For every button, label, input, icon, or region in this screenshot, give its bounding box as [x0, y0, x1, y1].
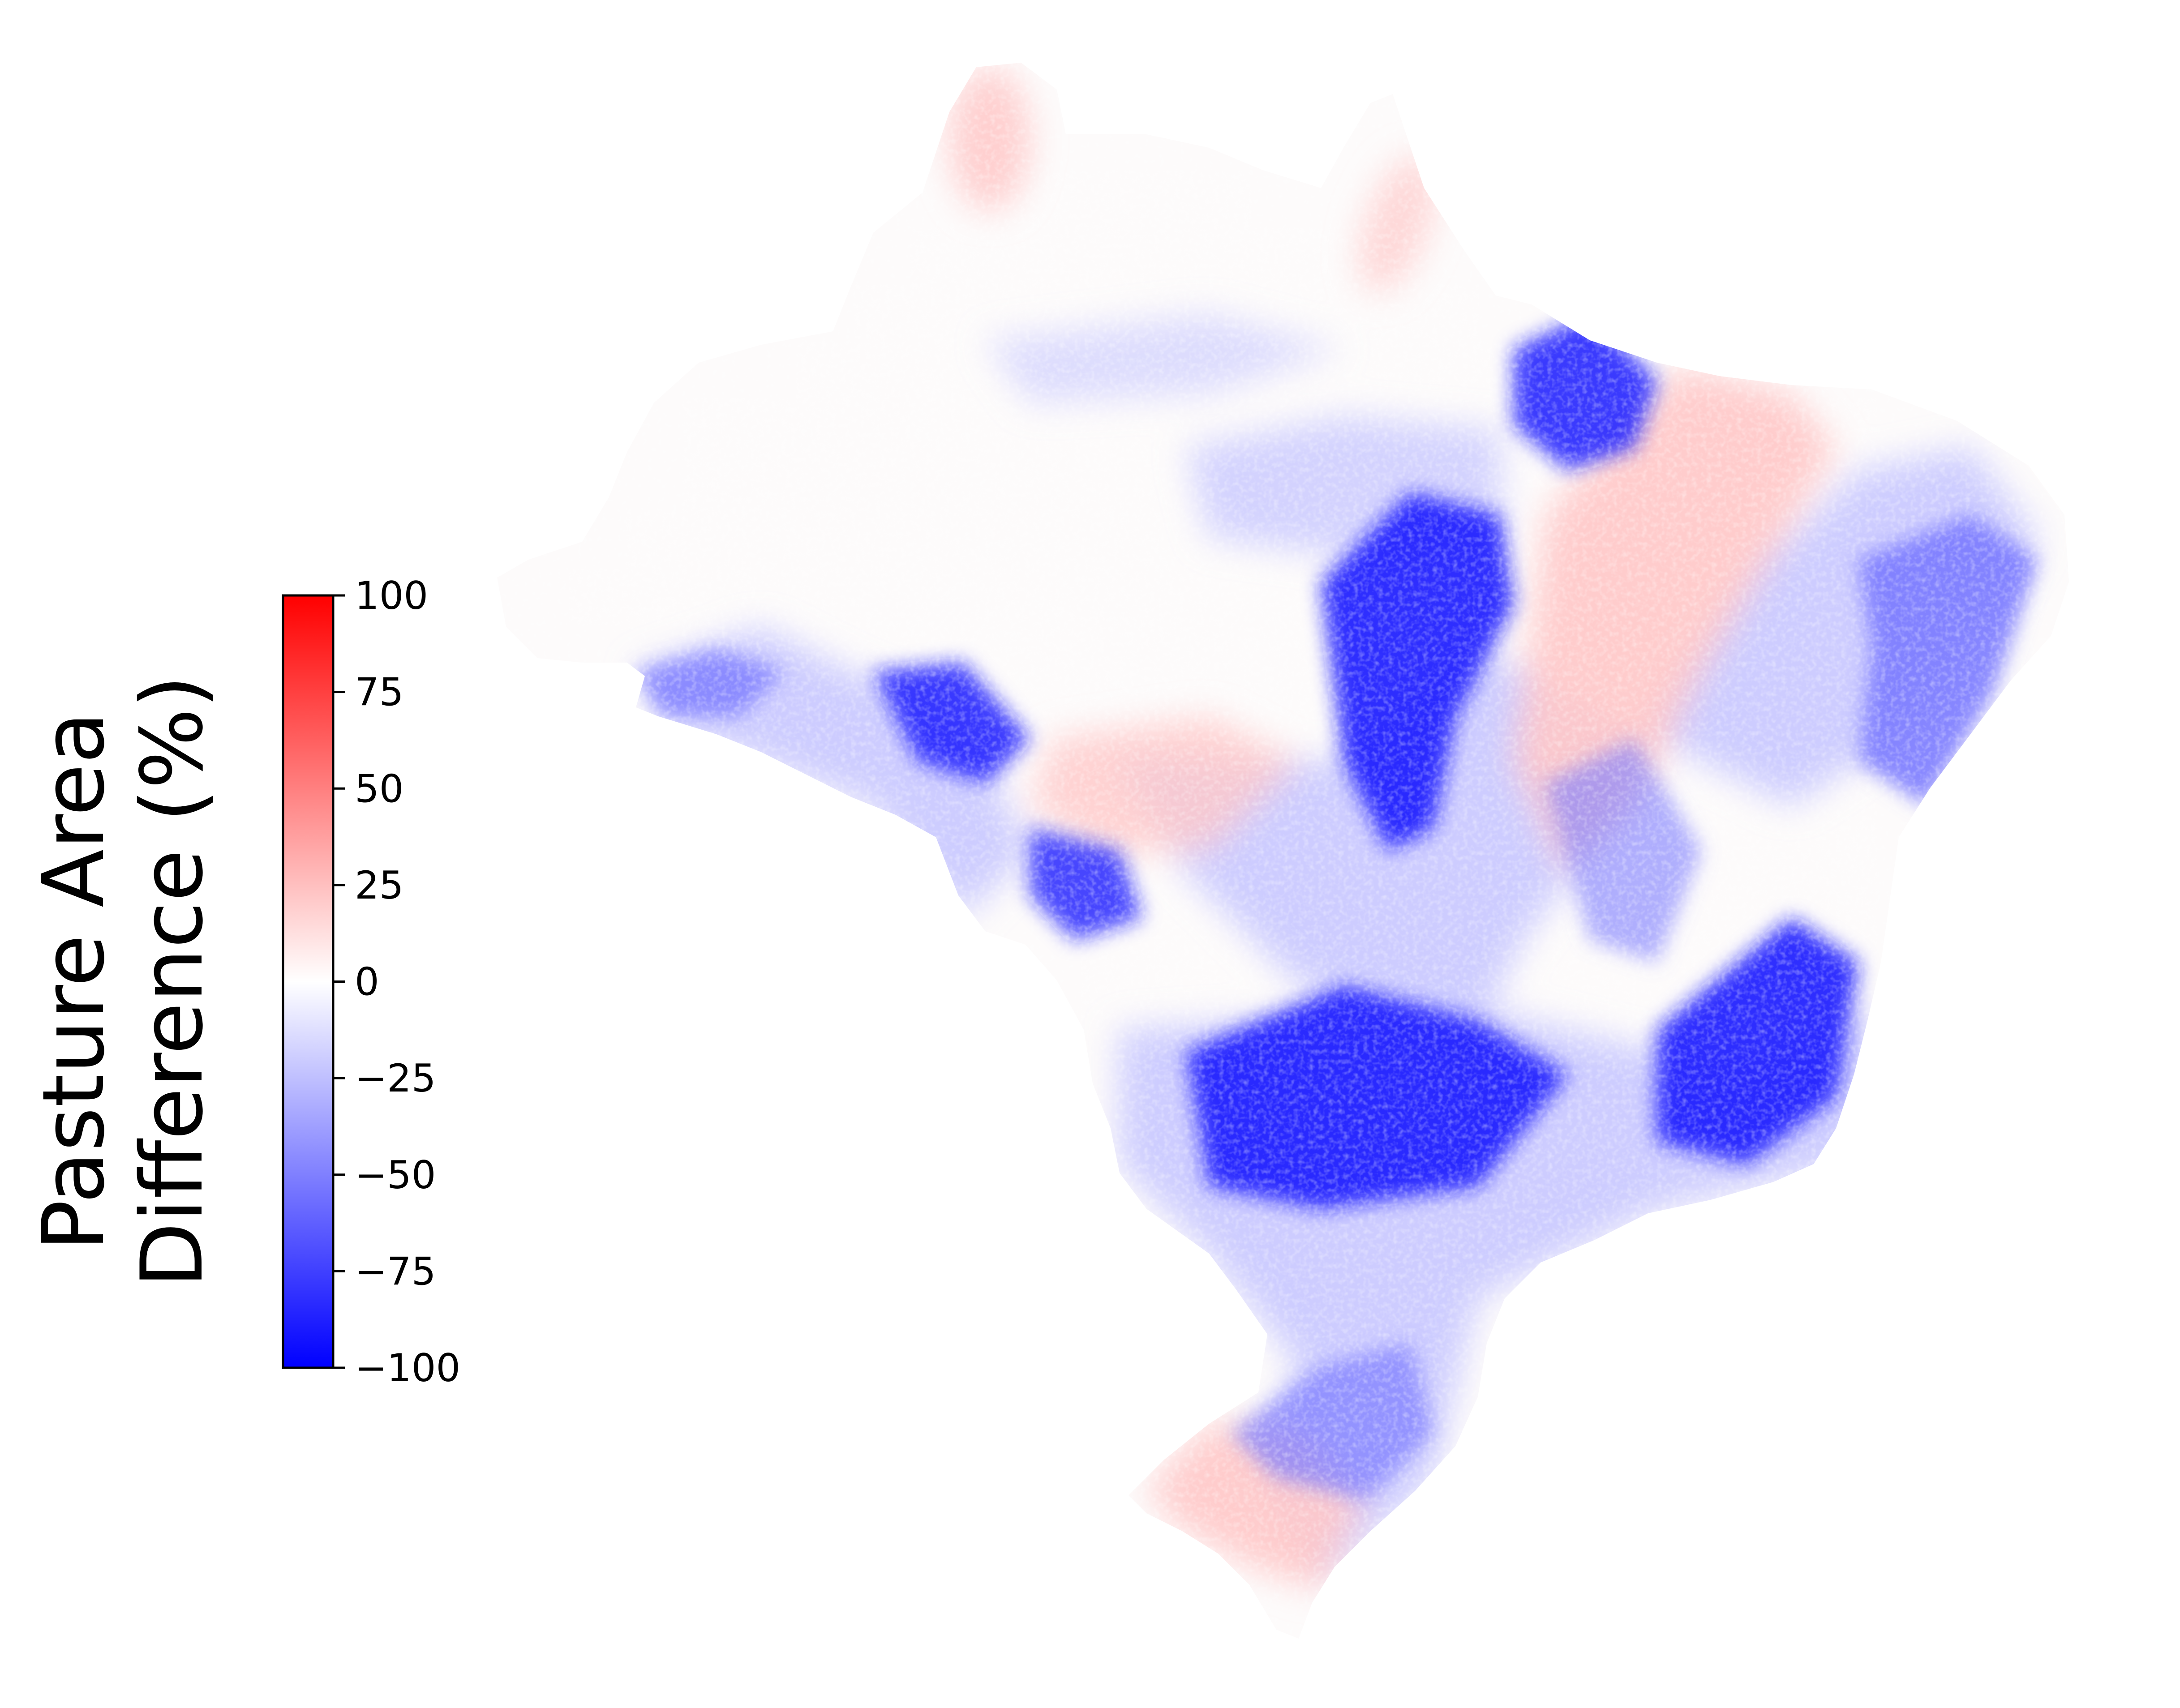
- colorbar-tick-label: 0: [355, 960, 379, 1005]
- colorbar-tick-label: −100: [355, 1346, 460, 1391]
- colorbar-tick-label: 50: [355, 766, 403, 811]
- colorbar-tick-label: 75: [355, 670, 403, 715]
- colorbar-tick-label: −50: [355, 1153, 436, 1198]
- colorbar-tick-label: 100: [355, 574, 428, 618]
- colorbar-label-line2: Difference (%): [123, 675, 222, 1288]
- colorbar-gradient: [283, 595, 333, 1368]
- colorbar-ticks: 100 75 50 25 0 −25 −50 −75 −100: [333, 574, 460, 1391]
- brazil-map: [497, 63, 2069, 1639]
- colorbar-label-line1: Pasture Area: [24, 712, 123, 1251]
- colorbar: 100 75 50 25 0 −25 −50 −75 −100: [282, 574, 460, 1391]
- colorbar-tick-label: −75: [355, 1249, 436, 1294]
- colorbar-tick-label: 25: [355, 863, 403, 908]
- speckle-texture: [497, 63, 2069, 1639]
- colorbar-tick-label: −25: [355, 1056, 436, 1101]
